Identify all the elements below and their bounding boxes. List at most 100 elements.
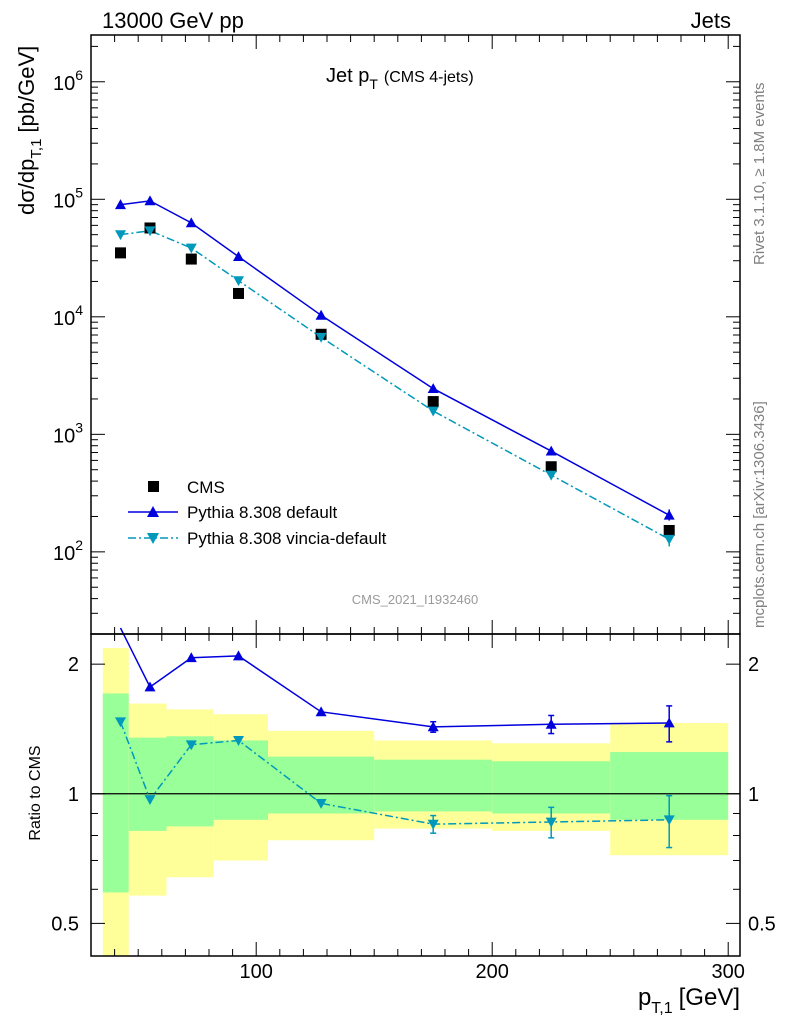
main-ytick-base: 10 [53,73,75,95]
cms-point [115,247,126,259]
vincia-point [663,534,675,545]
legend-label-cms: CMS [187,478,225,497]
cms-point [233,287,244,299]
ratio-curves [119,627,670,825]
cms-point [185,253,197,265]
legend: CMS Pythia 8.308 default Pythia 8.308 vi… [128,478,387,548]
main-ytick-exp: 2 [75,537,83,553]
vincia-point [233,276,244,287]
ratio-panel: 0.5 1 2 0.5 1 2 100 200 300 Ratio to CMS pT,1 [Ge… [27,627,776,1017]
ratio-markers [115,650,675,849]
ratio-vincia-point [233,736,244,746]
main-markers [115,195,675,545]
vincia-point [427,406,439,417]
ratio-ytick-label-left: 0.5 [51,913,79,935]
main-ylabel-text: dσ/dp [14,159,39,215]
main-title-sub: T [369,76,378,92]
watermark: CMS_2021_I1932460 [352,592,479,607]
mcplots-label: mcplots.cern.ch [arXiv:1306.3436] [751,401,768,628]
ratio-default-point [663,717,675,728]
main-ytick-exp: 3 [75,419,83,435]
ratio-axis-ticks: 0.5 1 2 0.5 1 2 100 200 300 [51,634,776,983]
ratio-default-point [315,706,327,717]
ratio-default-point [144,681,156,692]
legend-label-vincia: Pythia 8.308 vincia-default [187,529,387,548]
ratio-default-point [185,652,197,663]
main-ytick-label: 104 [53,302,83,330]
ratio-ytick-label-left: 2 [68,654,79,676]
ratio-vincia-point [185,740,197,751]
vincia-point [315,332,327,343]
main-ytick-exp: 6 [75,67,83,83]
ratio-ytick-label-left: 1 [68,784,79,806]
vincia-point [185,243,197,254]
vincia-point [115,230,126,241]
legend-marker-vincia [147,533,159,544]
main-ylabel-sub: T,1 [28,139,45,159]
main-title-note: (CMS 4-jets) [384,69,474,86]
main-ytick-base: 10 [53,308,75,330]
ratio-xlabel-text: p [638,984,651,1011]
main-ytick-exp: 5 [75,184,83,200]
ratio-vincia-curve [119,721,670,825]
default-point [185,217,197,228]
default-point [144,195,156,206]
main-ytick-base: 10 [53,425,75,447]
cms-point [663,524,675,536]
default-point [115,199,126,210]
cms-point [427,396,439,408]
default-point [233,251,244,262]
main-ylabel-unit: [pb/GeV] [14,46,39,133]
ratio-xlabel-sub: T,1 [651,1000,672,1017]
ratio-vincia-point [315,798,327,809]
main-ytick-exp: 4 [75,302,83,318]
vincia-point [545,470,557,481]
cms-point [545,461,557,473]
ratio-frame [90,633,741,957]
main-ytick-label: 105 [53,184,83,212]
main-title-text: Jet p [326,65,369,87]
legend-label-default: Pythia 8.308 default [187,503,338,522]
ratio-xtick-label: 300 [712,961,745,983]
ratio-ytick-label-right: 2 [748,654,759,676]
ratio-band-inner [166,736,214,827]
header-left: 13000 GeV pp [102,8,244,33]
default-point [427,383,439,393]
ratio-default-curve [119,627,670,728]
ratio-xtick-label: 100 [240,961,273,983]
ratio-xtick-label: 200 [476,961,509,983]
main-ytick-label: 103 [53,419,83,447]
default-point [315,309,327,320]
default-curve [120,200,670,516]
ratio-default-point [545,718,557,729]
vincia-curve [120,229,670,540]
main-title: Jet pT (CMS 4-jets) [326,65,474,92]
header-right: Jets [691,8,731,33]
ratio-xlabel-unit: [GeV] [679,984,740,1011]
main-ylabel: dσ/dpT,1 [pb/GeV] [14,46,45,215]
ratio-band-inner [374,759,493,812]
ratio-ylabel: Ratio to CMS [27,745,44,840]
ratio-band-inner [102,693,129,893]
ratio-vincia-point [144,795,156,805]
default-point [663,509,675,520]
default-point [545,445,557,456]
ratio-ytick-label-right: 1 [748,784,759,806]
legend-marker-cms [148,481,159,492]
legend-marker-default [147,506,159,517]
main-ytick-base: 10 [53,543,75,565]
ratio-vincia-point [545,817,557,828]
ratio-ytick-label-right: 0.5 [748,913,776,935]
ratio-default-point [233,650,244,661]
ratio-default-point [427,721,439,732]
ratio-bands [91,648,740,956]
main-ytick-base: 10 [53,190,75,212]
ratio-vincia-point [663,815,675,826]
main-ytick-label: 102 [53,537,83,565]
ratio-band-inner [128,737,167,831]
main-ytick-label: 106 [53,67,83,95]
ratio-vincia-point [115,717,126,728]
ratio-band-inner [492,761,611,814]
